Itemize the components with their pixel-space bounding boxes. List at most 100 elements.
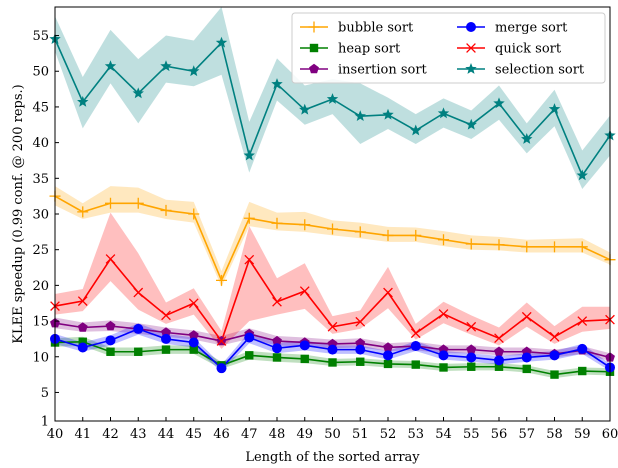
insertion-sort-point bbox=[272, 335, 282, 346]
x-tick-label: 40 bbox=[47, 427, 64, 442]
insertion-sort-point bbox=[466, 344, 477, 354]
legend-marker-quick-sort bbox=[466, 43, 476, 53]
insertion-sort-point bbox=[383, 342, 393, 352]
merge-sort-point bbox=[327, 344, 338, 355]
heap-sort-point bbox=[383, 359, 393, 369]
x-tick-label: 51 bbox=[352, 427, 369, 442]
bubble-sort-point bbox=[549, 241, 560, 253]
heap-sort-point bbox=[272, 353, 282, 362]
x-tick-label: 59 bbox=[574, 427, 591, 442]
selection-sort-point bbox=[437, 107, 450, 119]
selection-sort-point bbox=[160, 60, 172, 72]
bubble-sort-point bbox=[77, 206, 89, 218]
selection-sort-point bbox=[77, 95, 89, 107]
heap-sort-point bbox=[578, 366, 587, 376]
insertion-sort-point bbox=[161, 327, 171, 337]
quick-sort-point bbox=[105, 254, 116, 264]
x-tick-label: 47 bbox=[241, 427, 258, 442]
bubble-sort-point bbox=[327, 223, 338, 235]
bubble-sort-point bbox=[299, 219, 311, 231]
bubble-sort-point bbox=[382, 229, 394, 241]
legend-label-insertion-sort: insertion sort bbox=[338, 63, 428, 78]
quick-sort-point bbox=[133, 287, 144, 298]
insertion-sort-point bbox=[494, 346, 504, 356]
quick-sort-point bbox=[161, 310, 171, 321]
heap-sort-point bbox=[245, 351, 254, 360]
bubble-sort-point bbox=[521, 241, 533, 253]
y-tick-label: 25 bbox=[32, 243, 49, 258]
quick-sort-point bbox=[494, 333, 504, 344]
x-tick-label: 52 bbox=[380, 427, 397, 442]
y-tick-label: 55 bbox=[32, 29, 49, 44]
legend: bubble sort heap sort insertion sort merge … bbox=[291, 12, 606, 84]
selection-sort-point bbox=[271, 78, 283, 89]
y-tick-label: 45 bbox=[32, 100, 49, 115]
quick-sort-point bbox=[272, 296, 282, 307]
selection-sort-point bbox=[493, 97, 505, 109]
merge-sort-point bbox=[466, 352, 477, 363]
merge-sort-point bbox=[272, 343, 282, 354]
x-tick-label: 54 bbox=[435, 427, 452, 442]
heap-sort-point bbox=[411, 360, 420, 369]
heap-sort-point bbox=[328, 358, 337, 367]
heap-sort-point bbox=[494, 362, 504, 371]
quick-sort-point bbox=[188, 298, 199, 309]
x-tick-label: 60 bbox=[602, 427, 618, 442]
merge-sort-point bbox=[244, 332, 255, 343]
heap-sort-point bbox=[189, 345, 198, 354]
x-tick-label: 45 bbox=[185, 427, 202, 442]
heap-sort-point bbox=[467, 362, 476, 371]
x-tick-label: 44 bbox=[158, 427, 175, 442]
bubble-sort-point bbox=[354, 226, 366, 238]
heap-sort-point bbox=[550, 370, 559, 379]
heap-sort-point bbox=[356, 357, 365, 366]
insertion-sort-point bbox=[77, 322, 88, 332]
merge-sort-point bbox=[188, 337, 199, 348]
heap-sort-point bbox=[78, 337, 87, 346]
heap-sort-point bbox=[300, 354, 309, 364]
bubble-sort-point bbox=[188, 208, 200, 220]
selection-sort-point bbox=[382, 108, 394, 120]
legend-marker-bubble-sort bbox=[308, 21, 320, 33]
quick-sort-point bbox=[466, 321, 477, 332]
quick-sort-point bbox=[577, 316, 588, 326]
bubble-sort-point bbox=[105, 197, 116, 209]
y-axis-label: KLEE speedup (0.99 conf. @ 200 reps.) bbox=[11, 84, 26, 343]
bubble-sort-point bbox=[132, 197, 144, 209]
selection-sort-point bbox=[410, 124, 422, 136]
x-tick-label: 50 bbox=[324, 427, 341, 442]
bubble-sort-point bbox=[465, 238, 477, 250]
legend-marker-selection-sort bbox=[465, 63, 477, 74]
x-axis: 40 41 42 43 44 45 46 47 48 49 50 51 52 53 54 55 56 57 58 59… bbox=[47, 417, 618, 442]
merge-sort-point bbox=[133, 323, 144, 334]
x-tick-label: 42 bbox=[102, 427, 119, 442]
x-tick-label: 57 bbox=[518, 427, 535, 442]
selection-sort-point bbox=[132, 87, 144, 99]
legend-label-heap-sort: heap sort bbox=[338, 42, 401, 57]
bubble-sort-point bbox=[216, 274, 227, 286]
selection-sort-point bbox=[354, 110, 366, 122]
bubble-sort-point bbox=[493, 239, 505, 251]
selection-sort-point bbox=[465, 118, 477, 130]
quick-sort-point bbox=[410, 328, 421, 339]
bubble-sort-point bbox=[271, 217, 283, 229]
x-tick-label: 58 bbox=[546, 427, 563, 442]
insertion-sort-point bbox=[105, 320, 116, 331]
legend-label-bubble-sort: bubble sort bbox=[338, 21, 414, 36]
legend-label-selection-sort: selection sort bbox=[495, 63, 585, 78]
y-tick-label: 50 bbox=[32, 65, 49, 80]
quick-sort-point bbox=[327, 321, 338, 332]
quick-sort-point bbox=[216, 336, 227, 346]
selection-sort-point bbox=[243, 149, 255, 161]
merge-sort-point bbox=[438, 350, 449, 361]
quick-sort-point bbox=[77, 296, 88, 306]
bubble-sort-point bbox=[410, 229, 422, 241]
x-tick-label: 46 bbox=[213, 427, 230, 442]
x-tick-label: 41 bbox=[74, 427, 91, 442]
legend-marker-insertion-sort bbox=[309, 63, 319, 74]
quick-sort-point bbox=[383, 287, 393, 298]
legend-label-quick-sort: quick sort bbox=[495, 42, 562, 57]
merge-sort-point bbox=[410, 341, 421, 352]
